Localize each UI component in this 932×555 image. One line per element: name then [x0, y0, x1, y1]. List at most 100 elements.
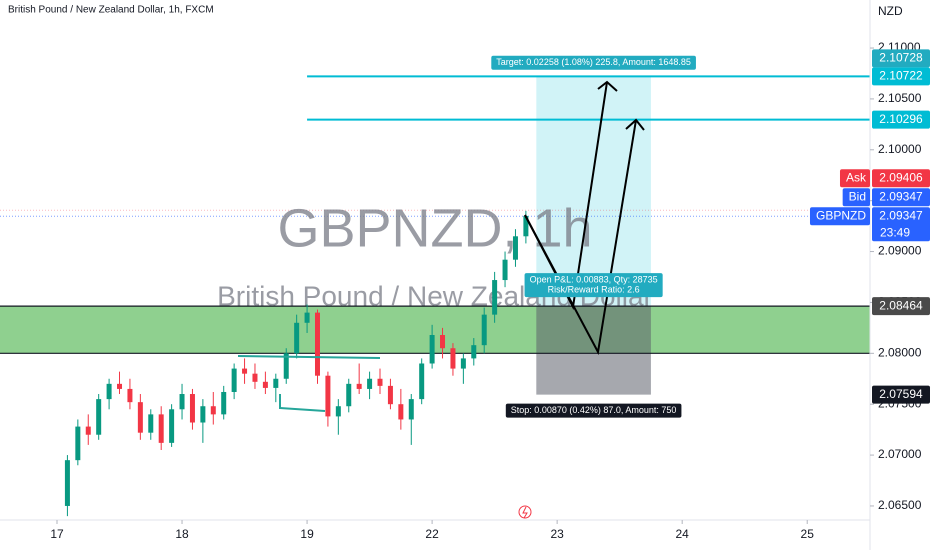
candle-body: [137, 402, 143, 433]
candle-body: [294, 322, 300, 354]
price-label-bg: [872, 297, 930, 316]
quote-name: GBPNZD: [816, 208, 866, 222]
price-label: 2.10296: [879, 112, 923, 126]
candle-body: [106, 383, 112, 400]
position-label: Target: 0.02258 (1.08%) 225.8, Amount: 1…: [496, 57, 691, 67]
x-tick-label: 24: [676, 527, 690, 541]
candle-body: [492, 280, 498, 315]
quote-name-bg: [809, 207, 870, 226]
time-axis-bg: [0, 520, 870, 550]
candle-body: [210, 406, 216, 415]
candle-body: [96, 399, 102, 435]
candle-body: [314, 312, 320, 376]
quote-value: 2.09406: [879, 170, 923, 184]
position-label: Stop: 0.00870 (0.42%) 87.0, Amount: 750: [511, 405, 677, 415]
event-icon[interactable]: [518, 505, 532, 519]
candle-body: [419, 363, 425, 400]
candle-body: [304, 312, 310, 323]
price-label-bg: [872, 385, 930, 404]
watermark: GBPNZD, 1h: [277, 198, 592, 258]
x-tick-label: 22: [425, 527, 439, 541]
candle-body: [169, 409, 175, 443]
currency: NZD: [878, 4, 903, 18]
arrow-head: [625, 118, 645, 131]
candle-body: [408, 399, 414, 420]
candle-body: [471, 345, 477, 359]
price-label-bg: [872, 110, 930, 129]
candle-body: [512, 236, 518, 260]
position-label-bg: [491, 55, 696, 70]
quote-value: 2.09347: [879, 208, 923, 222]
candle-body: [231, 368, 237, 392]
quote-name: Ask: [846, 170, 867, 184]
price-axis-bg: [870, 0, 932, 550]
candle-body: [127, 388, 133, 403]
candle-body: [200, 406, 206, 423]
quote-name-bg: [839, 169, 870, 188]
y-tick-label: 2.07000: [878, 447, 922, 461]
position-label-bg: [524, 273, 663, 298]
x-tick-label: 18: [175, 527, 189, 541]
arrow-head: [597, 80, 618, 92]
candle-body: [64, 460, 70, 506]
position-label: Risk/Reward Ratio: 2.6: [548, 284, 640, 294]
quote-value-bg: [872, 169, 930, 188]
y-tick-label: 2.10000: [878, 142, 922, 156]
position-label-bg: [505, 403, 682, 418]
event-icon-bolt: [522, 506, 528, 519]
quote-value: 2.09347: [879, 189, 923, 203]
candle-body: [325, 375, 331, 417]
price-label: 2.10728: [879, 50, 923, 64]
candle-body: [221, 391, 227, 415]
quote-value-bg: [872, 207, 930, 242]
candle-body: [283, 353, 289, 379]
candle-body: [252, 373, 258, 382]
trend-line: [279, 407, 326, 412]
y-tick-label: 2.08000: [878, 345, 922, 359]
chart-title: British Pound / New Zealand Dollar, 1h, …: [8, 5, 214, 16]
y-tick-label: 2.09000: [878, 244, 922, 258]
candle-body: [387, 385, 393, 405]
zone: [0, 306, 870, 354]
trend-line: [237, 355, 381, 359]
candle-body: [429, 334, 435, 364]
y-tick-label: 2.10500: [878, 91, 922, 105]
background-layer: [0, 75, 870, 395]
candle-body: [262, 381, 268, 388]
candle-body: [117, 383, 123, 389]
quote-value-bg: [872, 188, 930, 207]
y-tick-label: 2.06500: [878, 498, 922, 512]
candle-body: [377, 378, 383, 386]
candle-body: [273, 378, 279, 388]
candle-body: [189, 394, 195, 423]
arrow-path: [524, 119, 637, 356]
candle-body: [346, 383, 352, 407]
countdown: 23:49: [880, 225, 910, 239]
candle-body: [398, 404, 404, 420]
candle-body: [242, 368, 248, 374]
candle-body: [75, 426, 81, 461]
price-label: 2.08464: [879, 298, 923, 312]
marks-layer: [64, 210, 529, 517]
quote-name: Bid: [849, 189, 866, 203]
x-tick-label: 19: [300, 527, 314, 541]
price-label-bg: [872, 49, 930, 68]
position-target-area: [536, 75, 651, 307]
price-label: 2.07594: [879, 387, 923, 401]
candle-body: [356, 383, 362, 389]
labels-layer: 2.10728 2.10722 2.10296 2.08464 2.07594 2.093…: [491, 49, 930, 418]
x-tick-label: 25: [801, 527, 815, 541]
quote-name-bg: [842, 188, 870, 207]
candle-body: [335, 406, 341, 417]
candle-body: [481, 314, 487, 346]
candle-body: [460, 358, 466, 369]
candle-body: [440, 334, 446, 349]
candle-body: [148, 414, 154, 433]
candle-body: [523, 215, 529, 237]
price-label: 2.10722: [879, 68, 923, 82]
candle-body: [502, 259, 508, 281]
